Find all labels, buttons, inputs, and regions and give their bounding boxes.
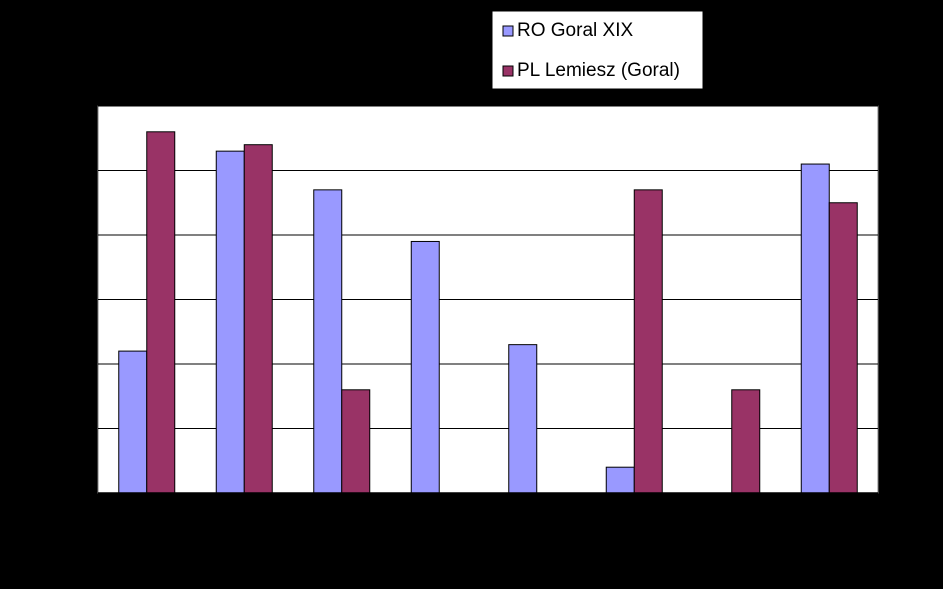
- bar: [605, 466, 635, 494]
- bar: [118, 350, 148, 494]
- bar: [828, 202, 858, 494]
- y-tick-label: 3: [81, 291, 90, 308]
- bar: [313, 189, 343, 494]
- y-tick-label: 5: [81, 162, 90, 179]
- y-tick-label: 2: [81, 355, 90, 372]
- bar: [341, 389, 371, 494]
- legend-label: PL Lemiesz (Goral): [517, 60, 680, 81]
- y-tick-label: 6: [81, 97, 90, 114]
- legend-label: RO Goral XIX: [517, 20, 633, 41]
- bar: [800, 163, 830, 494]
- bar: [215, 150, 245, 494]
- bar: [410, 240, 440, 494]
- bar: [731, 389, 761, 494]
- bar: [243, 144, 273, 494]
- bar: [146, 131, 176, 494]
- legend: [491, 10, 704, 90]
- y-tick-label: 0: [81, 484, 90, 501]
- bar: [633, 189, 663, 494]
- bar: [508, 344, 538, 494]
- y-tick-label: 1: [81, 420, 90, 437]
- legend-swatch: [502, 25, 514, 37]
- y-tick-label: 4: [81, 226, 90, 243]
- legend-swatch: [502, 65, 514, 77]
